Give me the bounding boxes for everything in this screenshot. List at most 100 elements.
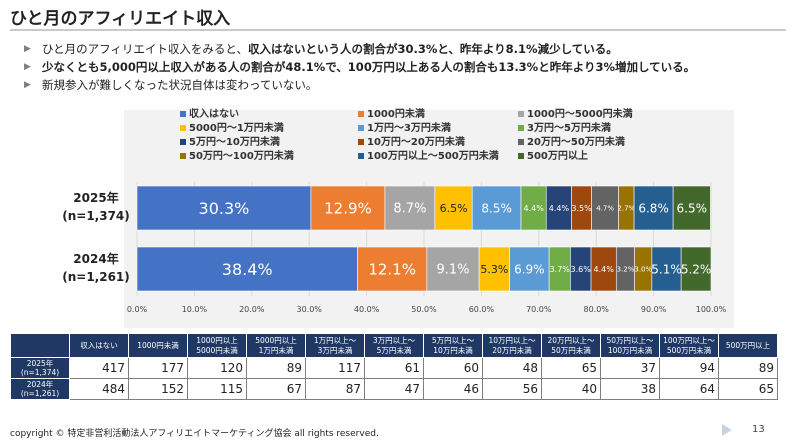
table-row-header: 2025年 (n=1,374) (10, 357, 70, 379)
bullet-arrow-icon: ▶ (24, 80, 31, 90)
bar-segment (680, 246, 712, 292)
legend-swatch (180, 139, 186, 145)
data-label: 6.8% (638, 201, 669, 215)
table-row-header: 2024年 (n=1,261) (10, 378, 70, 400)
title-divider (10, 29, 786, 31)
bar-segment (310, 185, 386, 231)
bullet-3: ▶ 新規参入が難しくなった状況自体は変わっていない。 (24, 76, 789, 94)
x-tick-label: 100.0% (696, 305, 727, 314)
income-stacked-bar-chart: 収入はない 1000円未満 1000円～5000円未満 5000円～1万円未満 1万円～… (62, 107, 727, 314)
table-cell: 115 (187, 378, 247, 400)
table-cell: 117 (305, 357, 365, 379)
table-column-header: 100万円以上～ 500万円未満 (659, 333, 719, 358)
table-cell: 87 (305, 378, 365, 400)
bar-segment (672, 185, 711, 231)
bar-segment (633, 185, 674, 231)
page-title: ひと月のアフィリエイト収入 (10, 9, 231, 29)
data-label: 3.0% (634, 266, 652, 274)
data-label: 4.7% (596, 205, 614, 213)
legend-label: 1万円～3万円未満 (367, 121, 451, 134)
legend-label: 1000円～5000円未満 (527, 107, 633, 120)
table-cell: 65 (541, 357, 601, 379)
summary-bullets: ▶ ひと月のアフィリエイト収入をみると、収入はないという人の割合が30.3%と、… (24, 40, 789, 94)
table-body: 2025年 (n=1,374) 417 177 120 89 117 61 60 48 65 37 94… (10, 357, 778, 400)
bar-segment (509, 246, 550, 292)
legend-swatch (358, 139, 364, 145)
table-column-header: 5000円以上 1万円未満 (246, 333, 306, 358)
table-column-header: 1000円以上 5000円未満 (187, 333, 247, 358)
table-cell: 47 (364, 378, 424, 400)
category-label: (n=1,374) (62, 209, 130, 223)
data-label: 38.4% (222, 260, 273, 279)
bar-segment (651, 246, 682, 292)
table-cell: 120 (187, 357, 247, 379)
bar-segment (136, 185, 312, 231)
legend-label: 50万円～100万円未満 (189, 149, 294, 162)
bullet-1: ▶ ひと月のアフィリエイト収入をみると、収入はないという人の割合が30.3%と、… (24, 40, 789, 58)
legend-swatch (180, 153, 186, 159)
table-column-header: 3万円以上～ 5万円未満 (364, 333, 424, 358)
x-tick-label: 60.0% (469, 305, 495, 314)
legend-label: 500万円以上 (527, 149, 588, 162)
data-label: 30.3% (199, 199, 250, 218)
category-label: 2024年 (73, 251, 118, 266)
table-cell: 60 (423, 357, 483, 379)
table-cell: 67 (246, 378, 306, 400)
bar-segment (426, 246, 480, 292)
table-column-header: 1万円以上～ 3万円未満 (305, 333, 365, 358)
table-cell: 94 (659, 357, 719, 379)
category-label: (n=1,261) (62, 270, 130, 284)
legend-swatch (358, 125, 364, 131)
data-label: 12.1% (368, 260, 416, 278)
table-cell: 89 (718, 357, 778, 379)
table-column-header: 500万円以上 (718, 333, 778, 358)
data-label: 6.5% (677, 201, 708, 215)
legend-swatch (180, 111, 186, 117)
legend-swatch (518, 125, 524, 131)
table-row: 2024年 (n=1,261) 484 152 115 67 87 47 46 56 40 38 64 6… (10, 378, 778, 400)
bar-segment (434, 185, 473, 231)
x-tick-label: 70.0% (526, 305, 552, 314)
legend-swatch (518, 111, 524, 117)
data-label: 5.2% (681, 262, 712, 276)
bar-segment (357, 246, 428, 292)
table-cell: 89 (246, 357, 306, 379)
table-cell: 46 (423, 378, 483, 400)
bar-segment (590, 246, 617, 292)
copyright-text: copyright © 特定非営利活動法人アフィリエイトマーケティング協会 al… (10, 429, 379, 439)
x-tick-label: 40.0% (354, 305, 380, 314)
table-cell: 65 (718, 378, 778, 400)
legend-label: 収入はない (189, 108, 239, 120)
bullet-arrow-icon: ▶ (24, 44, 31, 54)
data-label: 3.7% (550, 265, 571, 274)
x-tick-label: 90.0% (641, 305, 667, 314)
data-label: 8.5% (481, 201, 512, 215)
bullet-2-text: 少なくとも5,000円以上収入がある人の割合が48.1%で、100万円以上ある人… (42, 60, 696, 74)
legend-swatch (358, 111, 364, 117)
legend-swatch (358, 153, 364, 159)
table-cell: 56 (482, 378, 542, 400)
x-tick-label: 20.0% (239, 305, 265, 314)
x-tick-label: 30.0% (296, 305, 322, 314)
table-cell: 40 (541, 378, 601, 400)
bar-segment (136, 246, 358, 292)
x-tick-label: 10.0% (182, 305, 208, 314)
legend-label: 5000円～1万円未満 (189, 121, 284, 134)
bar-segment (545, 185, 572, 231)
data-label: 4.4% (549, 204, 570, 213)
bar-segment (478, 246, 510, 292)
table-cell: 484 (69, 378, 129, 400)
legend-label: 100万円以上～500万円未満 (367, 149, 499, 162)
table-row: 2025年 (n=1,374) 417 177 120 89 117 61 60 48 65 37 94… (10, 357, 778, 379)
data-label: 3.2% (617, 266, 635, 274)
table-cell: 152 (128, 378, 188, 400)
legend-label: 10万円～20万円未満 (367, 135, 465, 148)
table-cell: 38 (600, 378, 660, 400)
legend-swatch (518, 153, 524, 159)
bar-segment (520, 185, 547, 231)
table-column-header: 5万円以上～ 10万円未満 (423, 333, 483, 358)
table-column-header: 10万円以上～ 20万円未満 (482, 333, 542, 358)
bullet-1-bold-text: 収入はないという人の割合が30.3%と、昨年より8.1%減少している。 (247, 42, 618, 56)
x-tick-label: 50.0% (411, 305, 437, 314)
x-tick-label: 80.0% (583, 305, 609, 314)
